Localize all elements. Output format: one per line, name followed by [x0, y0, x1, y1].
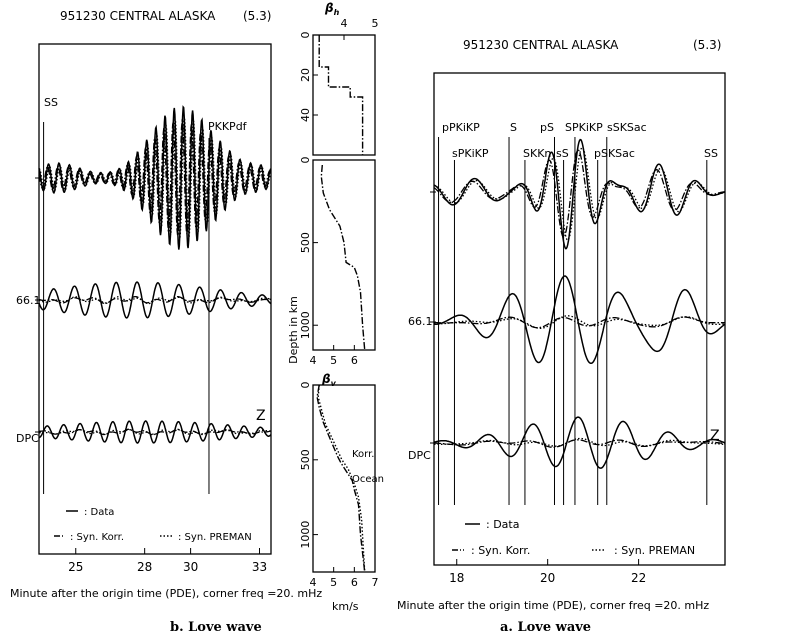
profile-0-ytick-label-0: 0: [299, 32, 312, 39]
right-trace-label-dpc: DPC: [408, 449, 431, 462]
right-xtick-label-1: 20: [540, 571, 555, 585]
right-legend-korr: : Syn. Korr.: [471, 544, 530, 557]
right-phase-label-ps: pS: [540, 121, 554, 134]
left-legend: : Data : Syn. Korr. : Syn. PREMAN: [54, 507, 252, 543]
profile-1-frame: [312, 159, 376, 351]
left-trace-1-solid: [38, 281, 272, 319]
right-seismogram-panel: 951230 CENTRAL ALASKA (5.3) pPKiKP S pS …: [397, 38, 726, 612]
right-phase-label-spkikp-low: sPKiKP: [452, 147, 489, 160]
profile-beta-h-deep: 0 500 1000 4 5 6: [299, 157, 376, 367]
right-phase-label-ssksac: sSKSac: [607, 121, 647, 134]
left-trace-0-dashdot: [38, 118, 272, 236]
profile-1-series-0: [320, 164, 366, 351]
left-traces: [35, 105, 272, 444]
right-xtick-label-2: 22: [631, 571, 646, 585]
right-x-ticks: 18 20 22: [449, 559, 646, 585]
profile-0-frame: [312, 34, 376, 156]
right-trace-2-dotted: [434, 437, 726, 447]
left-xtick-label-3: 33: [252, 560, 267, 574]
left-trace-end-z: Z: [256, 408, 266, 424]
profile-2-ytick-label-2: 1000: [299, 521, 312, 549]
right-trace-label-66: 66.1: [408, 315, 433, 328]
right-plot-frame: [433, 72, 726, 566]
left-phase-label-pkkpdf: PKKPdf: [208, 120, 248, 133]
right-magnitude: (5.3): [693, 38, 721, 52]
right-phase-label-spkikp: SPKiKP: [565, 121, 603, 134]
right-phase-label-s: S: [510, 121, 517, 134]
right-phase-label-skkn: SKKn: [523, 147, 551, 160]
left-trace-label-dpc: DPC: [16, 432, 39, 445]
profile-1-xtick-label-0: 4: [310, 354, 317, 367]
right-trace-1-dashdot: [433, 316, 725, 329]
left-legend-data: : Data: [84, 507, 114, 518]
right-phase-label-ppkikp: pPKiKP: [442, 121, 480, 134]
right-legend: : Data : Syn. Korr. : Syn. PREMAN: [452, 518, 695, 557]
left-legend-korr: : Syn. Korr.: [70, 532, 124, 543]
left-trace-0-dotted: [38, 116, 272, 240]
profile-1-ytick-label-1: 500: [299, 232, 312, 253]
profile-0-xtick-label-1: 5: [372, 17, 379, 30]
right-trace-0-solid: [433, 138, 726, 250]
right-legend-preman: : Syn. PREMAN: [614, 544, 695, 557]
left-xtick-label-1: 28: [137, 560, 152, 574]
right-trace-2-solid: [433, 416, 726, 469]
profile-0-series-0: [318, 35, 364, 155]
profile-0-ytick-label-2: 40: [299, 108, 312, 122]
profiles-xlabel: km/s: [332, 600, 359, 613]
left-trace-label-66: 66.1: [16, 294, 41, 307]
left-xlabel: Minute after the origin time (PDE), corn…: [10, 587, 322, 600]
left-trace-2-solid: [38, 420, 272, 444]
right-legend-data: : Data: [486, 518, 519, 531]
right-phase-labels-low: sPKiKP SKKn sS pSKSac SS: [452, 147, 718, 160]
right-trace-1-solid: [433, 275, 726, 365]
profile-2-xtick-label-0: 4: [310, 576, 317, 589]
left-xtick-label-2: 30: [183, 560, 198, 574]
left-trace-0-solid: [38, 105, 272, 250]
profile-1-ytick-label-0: 0: [299, 157, 312, 164]
profile-1-xtick-label-1: 5: [330, 354, 337, 367]
right-title: 951230 CENTRAL ALASKA: [463, 38, 619, 52]
right-xlabel: Minute after the origin time (PDE), corn…: [397, 599, 709, 612]
right-xtick-label-0: 18: [449, 571, 464, 585]
profile-2-frame: [312, 384, 376, 573]
profile-1-xtick-label-2: 6: [351, 354, 358, 367]
right-phase-label-ss-low: sS: [556, 147, 569, 160]
profile-2-xtick-label-2: 6: [351, 576, 358, 589]
profiles-ylabel: Depth in km: [287, 296, 300, 364]
left-x-ticks: 25 28 30 33: [68, 548, 267, 574]
left-phase-label-ss: SS: [44, 96, 58, 109]
right-traces: [430, 138, 726, 469]
left-magnitude: (5.3): [243, 9, 271, 23]
profile-beta-h: 0 20 40 4 5: [299, 17, 379, 156]
profile-0-ytick-label-1: 20: [299, 68, 312, 82]
profile-0-xtick-label-0: 4: [341, 17, 348, 30]
profile-2-xtick-label-3: 7: [372, 576, 379, 589]
left-legend-preman: : Syn. PREMAN: [178, 532, 252, 543]
right-trace-end-z: Z: [710, 428, 720, 444]
left-trace-1-dotted: [38, 296, 272, 305]
profile-bottom-label: βv: [321, 372, 337, 388]
left-xtick-label-0: 25: [68, 560, 83, 574]
left-seismogram-panel: 951230 CENTRAL ALASKA (5.3) SS PKKPdf 66…: [10, 9, 322, 600]
left-title: 951230 CENTRAL ALASKA: [60, 9, 216, 23]
right-trace-0-dotted: [433, 146, 726, 241]
right-phase-label-ss-end: SS: [704, 147, 718, 160]
profile-1-ytick-label-2: 1000: [299, 311, 312, 339]
right-caption: a. Love wave: [500, 620, 592, 635]
profile-2-ytick-label-0: 0: [299, 382, 312, 389]
left-caption: b. Love wave: [170, 620, 262, 635]
profile-beta-v: 0 500 1000 4 5 6 7: [299, 382, 379, 590]
left-trace-2-dotted: [38, 429, 272, 435]
profile-top-label: βh: [324, 1, 340, 17]
profile-2-ytick-label-1: 500: [299, 449, 312, 470]
profile-annotation-korr: Korr.: [352, 449, 375, 460]
right-phase-labels-top: pPKiKP S pS SPKiKP sSKSac: [442, 121, 647, 134]
right-phase-label-psksac: pSKSac: [594, 147, 635, 160]
profile-annotation-ocean: Ocean: [352, 474, 384, 485]
right-trace-0-dashdot: [433, 149, 726, 239]
profile-2-series-0: [316, 384, 366, 573]
profile-2-xtick-label-1: 5: [330, 576, 337, 589]
